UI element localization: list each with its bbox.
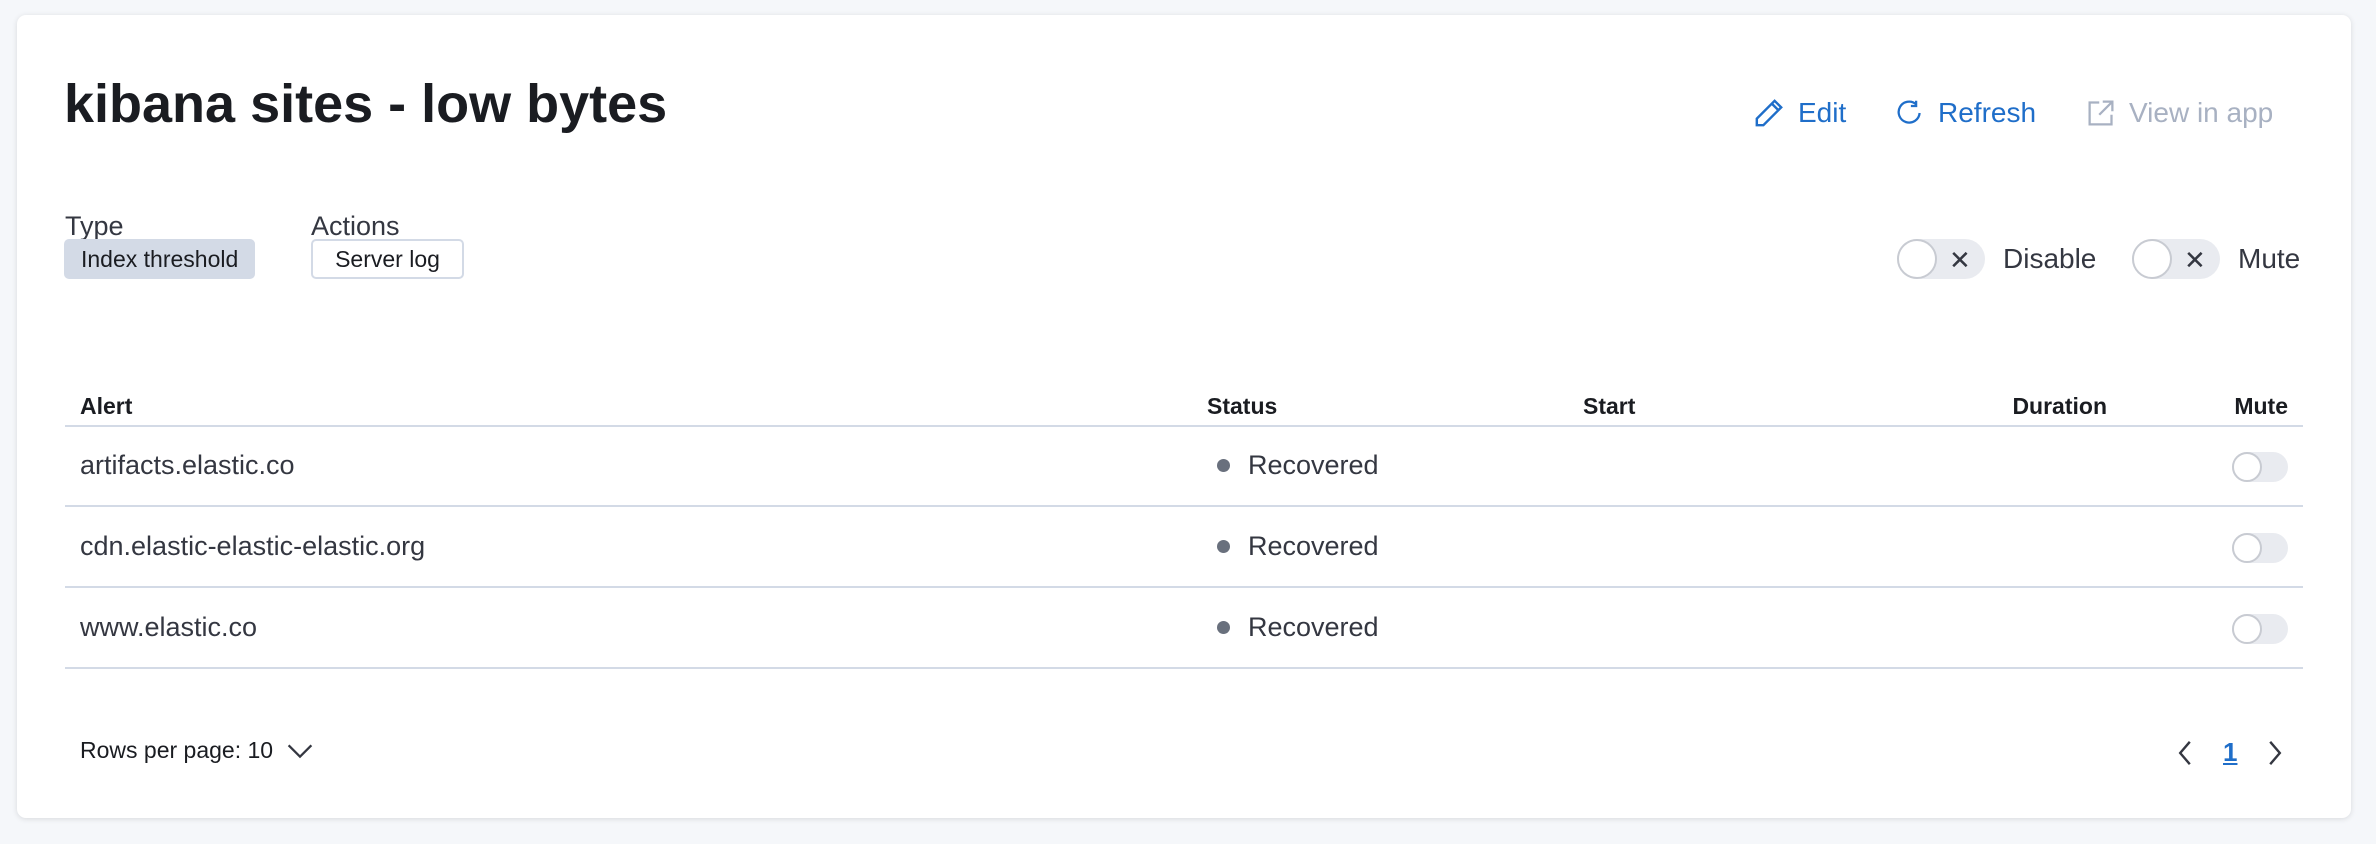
mute-label: Mute	[2238, 242, 2301, 274]
pencil-icon	[1755, 99, 1783, 127]
actions-label: Actions	[311, 211, 400, 241]
edit-label: Edit	[1798, 97, 1847, 128]
disable-toggle[interactable]: ✕ Disable	[1897, 238, 2096, 279]
type-badge: Index threshold	[64, 239, 256, 279]
status-text: Recovered	[1248, 612, 1379, 642]
view-in-app-label: View in app	[2129, 97, 2274, 128]
row-divider	[65, 586, 2303, 588]
column-header-alert[interactable]: Alert	[80, 393, 133, 419]
column-header-start[interactable]: Start	[1583, 393, 1636, 419]
status-cell: Recovered	[1217, 531, 1379, 562]
row-mute-toggle[interactable]	[2232, 533, 2288, 563]
status-dot-icon	[1217, 540, 1230, 553]
refresh-label: Refresh	[1938, 97, 2037, 128]
chevron-right-icon[interactable]	[2267, 740, 2283, 766]
header-divider	[65, 425, 2303, 427]
external-link-icon	[2088, 100, 2114, 126]
cross-icon: ✕	[2184, 244, 2206, 275]
alert-name: cdn.elastic-elastic-elastic.org	[80, 531, 426, 561]
status-cell: Recovered	[1217, 612, 1379, 643]
page-1-button[interactable]: 1	[2223, 737, 2238, 767]
status-dot-icon	[1217, 459, 1230, 472]
alert-details-panel: kibana sites - low bytes Edit Refresh Vi…	[17, 15, 2351, 818]
row-mute-toggle[interactable]	[2232, 452, 2288, 482]
disable-label: Disable	[2003, 242, 2097, 274]
status-text: Recovered	[1248, 531, 1379, 561]
row-mute-toggle[interactable]	[2232, 614, 2288, 644]
status-text: Recovered	[1248, 450, 1379, 480]
pagination: 1	[2177, 737, 2283, 768]
table-row: www.elastic.co Recovered	[17, 588, 2351, 669]
status-dot-icon	[1217, 621, 1230, 634]
view-in-app-button[interactable]: View in app	[2087, 97, 2273, 129]
action-badge: Server log	[311, 239, 464, 279]
disable-switch[interactable]: ✕	[1897, 238, 1985, 279]
mute-switch[interactable]: ✕	[2132, 238, 2220, 279]
chevron-down-icon	[287, 744, 313, 758]
type-label: Type	[65, 211, 124, 241]
column-header-mute[interactable]: Mute	[2234, 393, 2288, 419]
alert-name: artifacts.elastic.co	[80, 450, 295, 480]
row-divider	[65, 667, 2303, 669]
table-row: cdn.elastic-elastic-elastic.org Recovere…	[17, 507, 2351, 588]
refresh-icon	[1897, 100, 1921, 124]
edit-button[interactable]: Edit	[1754, 97, 1846, 129]
column-header-duration[interactable]: Duration	[2012, 393, 2107, 419]
chevron-left-icon[interactable]	[2177, 740, 2193, 766]
column-header-status[interactable]: Status	[1207, 393, 1278, 419]
row-divider	[65, 505, 2303, 507]
cross-icon: ✕	[1949, 244, 1971, 275]
status-cell: Recovered	[1217, 450, 1379, 481]
page-title: kibana sites - low bytes	[64, 74, 668, 134]
mute-toggle[interactable]: ✕ Mute	[2132, 238, 2300, 279]
rows-per-page-label: Rows per page: 10	[80, 737, 274, 763]
refresh-button[interactable]: Refresh	[1896, 97, 2036, 129]
alert-name: www.elastic.co	[80, 612, 258, 642]
table-row: artifacts.elastic.co Recovered	[17, 426, 2351, 507]
rows-per-page-button[interactable]: Rows per page: 10	[80, 737, 313, 764]
